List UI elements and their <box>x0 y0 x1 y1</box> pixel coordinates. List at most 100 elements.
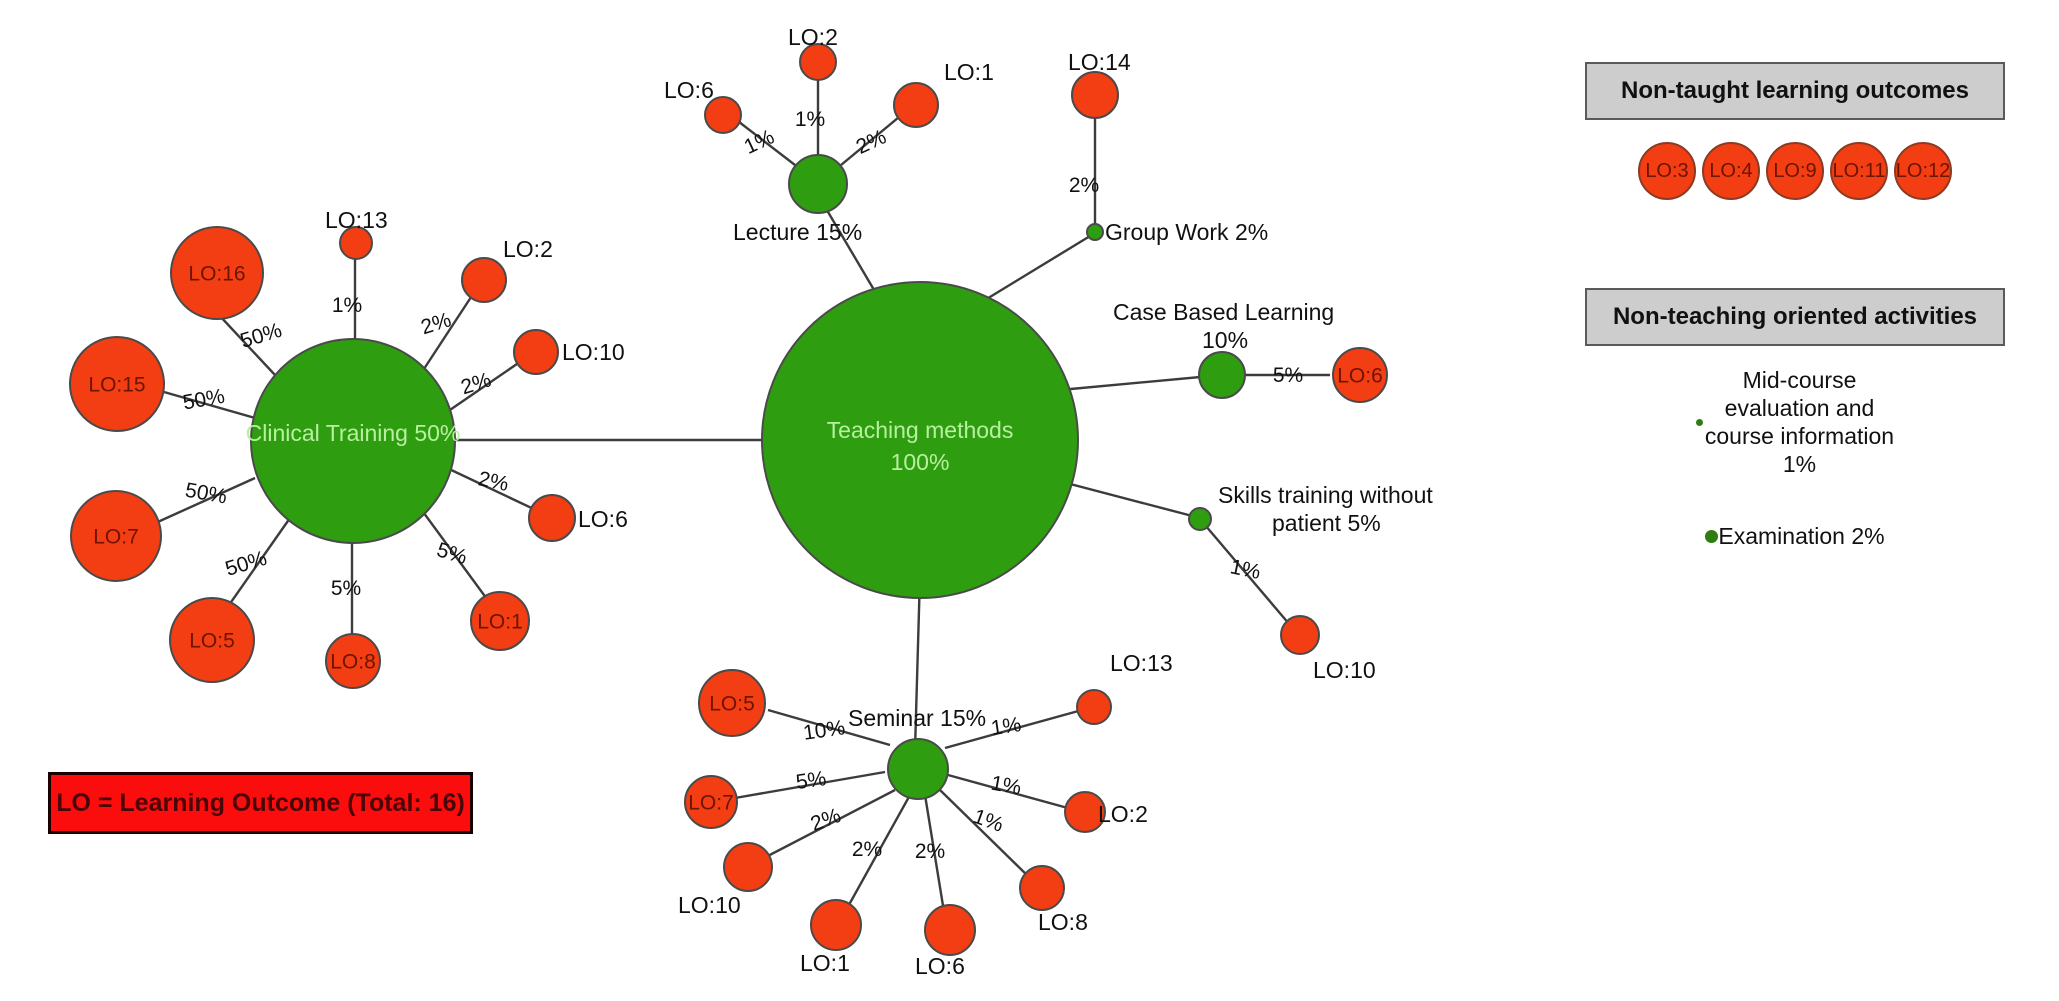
edge-label-ct-lo10: 2% <box>458 368 494 399</box>
node-lec-lo2[interactable] <box>799 43 837 81</box>
node-label-gw-lo14: LO:14 <box>1068 49 1131 75</box>
edge-sem-lo7 <box>734 770 886 800</box>
activity-mid-course-line2: evaluation and <box>1724 395 1875 422</box>
node-skills-training[interactable] <box>1188 507 1212 531</box>
edge-label-cbl-lo6: 5% <box>1273 364 1303 387</box>
node-ct-lo13[interactable] <box>339 226 373 260</box>
node-ct-lo10[interactable] <box>513 329 559 375</box>
node-label-group-work: Group Work 2% <box>1105 219 1268 245</box>
node-label-teaching-methods-name: Teaching methods <box>827 417 1014 443</box>
node-teaching-methods[interactable] <box>761 281 1079 599</box>
legend-chip-lo11[interactable]: LO:11 <box>1830 142 1888 200</box>
activity-mid-course-line1: Mid-course <box>1742 367 1857 393</box>
node-seminar[interactable] <box>887 738 949 800</box>
node-lecture[interactable] <box>788 154 848 214</box>
node-group-work[interactable] <box>1086 223 1104 241</box>
edge-sem-lo2 <box>947 773 1076 812</box>
edge-label-ct-lo5: 50% <box>223 547 270 581</box>
edge-label-gw-lo14: 2% <box>1069 174 1099 197</box>
node-ct-lo6[interactable] <box>528 494 576 542</box>
node-case-based-learning[interactable] <box>1198 351 1246 399</box>
edge-label-sem-lo6: 2% <box>915 840 945 863</box>
legend-non-taught-chips: LO:3 LO:4 LO:9 LO:11 LO:12 <box>1585 142 2005 200</box>
node-label-lec-lo1: LO:1 <box>944 59 994 85</box>
node-lo15[interactable] <box>69 336 165 432</box>
edge-ct-lo1 <box>417 504 496 611</box>
node-label-lec-lo2: LO:2 <box>788 24 838 50</box>
node-lec-lo6[interactable] <box>704 96 742 134</box>
edge-label-ct-lo7: 50% <box>183 479 228 509</box>
node-sem-lo13[interactable] <box>1076 689 1112 725</box>
edge-label-lecture-lo6: 1% <box>741 125 778 159</box>
node-label-ct-lo2: LO:2 <box>503 236 553 262</box>
edge-ct-lo15 <box>149 386 256 420</box>
edge-label-ct-lo15: 50% <box>181 385 226 415</box>
node-sem-lo1[interactable] <box>810 899 862 951</box>
node-label-clinical-training: Clinical Training 50% <box>246 420 461 446</box>
node-label-cbl-line1: Case Based Learning <box>1113 299 1334 325</box>
node-label-skills-line2: patient 5% <box>1272 510 1381 536</box>
node-label-lo16: LO:16 <box>188 263 245 286</box>
node-sem-lo8[interactable] <box>1019 865 1065 911</box>
node-cbl-lo6[interactable] <box>1332 347 1388 403</box>
node-lo5-ct[interactable] <box>169 597 255 683</box>
legend-chip-lo9[interactable]: LO:9 <box>1766 142 1824 200</box>
edge-ct-lo10 <box>446 354 531 413</box>
node-label-sem-lo1: LO:1 <box>800 950 850 976</box>
node-ct-lo2[interactable] <box>461 257 507 303</box>
activity-mid-course-line4: 1% <box>1782 451 1817 478</box>
edge-sem-lo6 <box>923 794 947 919</box>
edge-label-ct-lo13: 1% <box>332 294 362 317</box>
node-label-cbl-line2: 10% <box>1202 327 1248 353</box>
node-label-lo7: LO:7 <box>93 526 139 549</box>
edge-label-ct-lo2: 2% <box>418 308 454 339</box>
green-dot-icon-big <box>1705 529 1719 543</box>
node-label-skills-lo10: LO:10 <box>1313 657 1376 683</box>
node-sem-lo7[interactable] <box>684 775 738 829</box>
node-gw-lo14[interactable] <box>1071 71 1119 119</box>
activity-item-examination: Examination 2% <box>1585 522 2005 550</box>
node-sem-lo2[interactable] <box>1064 791 1106 833</box>
node-clinical-training[interactable] <box>250 338 456 544</box>
edge-label-ct-lo1: 5% <box>434 538 470 569</box>
edge-label-sem-lo8: 1% <box>970 805 1006 837</box>
node-ct-lo8[interactable] <box>325 633 381 689</box>
node-sem-lo5[interactable] <box>698 669 766 737</box>
edge-skills-lo10 <box>1204 524 1291 626</box>
legend-chip-lo4[interactable]: LO:4 <box>1702 142 1760 200</box>
legend-chip-lo12[interactable]: LO:12 <box>1894 142 1952 200</box>
green-dot-icon-small <box>1695 418 1703 426</box>
node-label-seminar: Seminar 15% <box>848 705 986 731</box>
node-sem-lo10[interactable] <box>723 842 773 892</box>
edge-sem-lo8 <box>939 789 1033 881</box>
edge-sem-lo5 <box>767 708 891 747</box>
legend-non-taught-header: Non-taught learning outcomes <box>1585 62 2005 120</box>
node-label-lec-lo6: LO:6 <box>664 77 714 103</box>
edge-label-ct-lo8: 5% <box>331 577 361 600</box>
legend-chip-lo3[interactable]: LO:3 <box>1638 142 1696 200</box>
node-lo7[interactable] <box>70 490 162 582</box>
node-label-ct-lo1: LO:1 <box>477 611 523 634</box>
node-label-cbl-lo6: LO:6 <box>1337 365 1383 388</box>
edge-sem-lo10 <box>759 788 896 862</box>
node-label-sem-lo2: LO:2 <box>1098 801 1148 827</box>
edge-root-seminar <box>913 574 922 751</box>
edge-label-skills-lo10: 1% <box>1228 555 1262 584</box>
lo-key-box: LO = Learning Outcome (Total: 16) <box>48 772 473 834</box>
edge-sem-lo1 <box>843 794 912 913</box>
node-label-teaching-methods-percent: 100% <box>891 449 950 475</box>
node-lo16[interactable] <box>170 226 264 320</box>
node-label-ct-lo10: LO:10 <box>562 339 625 365</box>
node-ct-lo1[interactable] <box>470 591 530 651</box>
edge-root-skills <box>1054 478 1201 520</box>
legend-non-taught-panel: Non-taught learning outcomes LO:3 LO:4 L… <box>1585 62 2005 200</box>
legend-non-teaching-header: Non-teaching oriented activities <box>1585 288 2005 346</box>
edges-layer <box>139 72 1330 919</box>
edge-lecture-lo6 <box>729 114 796 166</box>
node-label-lecture: Lecture 15% <box>733 219 862 245</box>
node-sem-lo6[interactable] <box>924 904 976 956</box>
node-label-ct-lo6: LO:6 <box>578 506 628 532</box>
node-lec-lo1[interactable] <box>893 82 939 128</box>
node-skills-lo10[interactable] <box>1280 615 1320 655</box>
